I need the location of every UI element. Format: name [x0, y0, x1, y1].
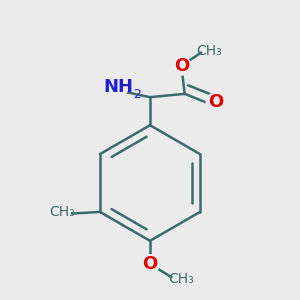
Text: O: O [142, 255, 158, 273]
Circle shape [110, 78, 128, 97]
Circle shape [141, 255, 159, 273]
Circle shape [172, 56, 190, 75]
Text: O: O [208, 93, 223, 111]
Text: CH₃: CH₃ [196, 44, 222, 58]
Text: NH: NH [103, 78, 134, 96]
Circle shape [206, 93, 225, 111]
Text: CH₃: CH₃ [169, 272, 194, 286]
Text: 2: 2 [133, 88, 141, 101]
Text: CH₃: CH₃ [49, 205, 75, 219]
Text: O: O [174, 57, 189, 75]
